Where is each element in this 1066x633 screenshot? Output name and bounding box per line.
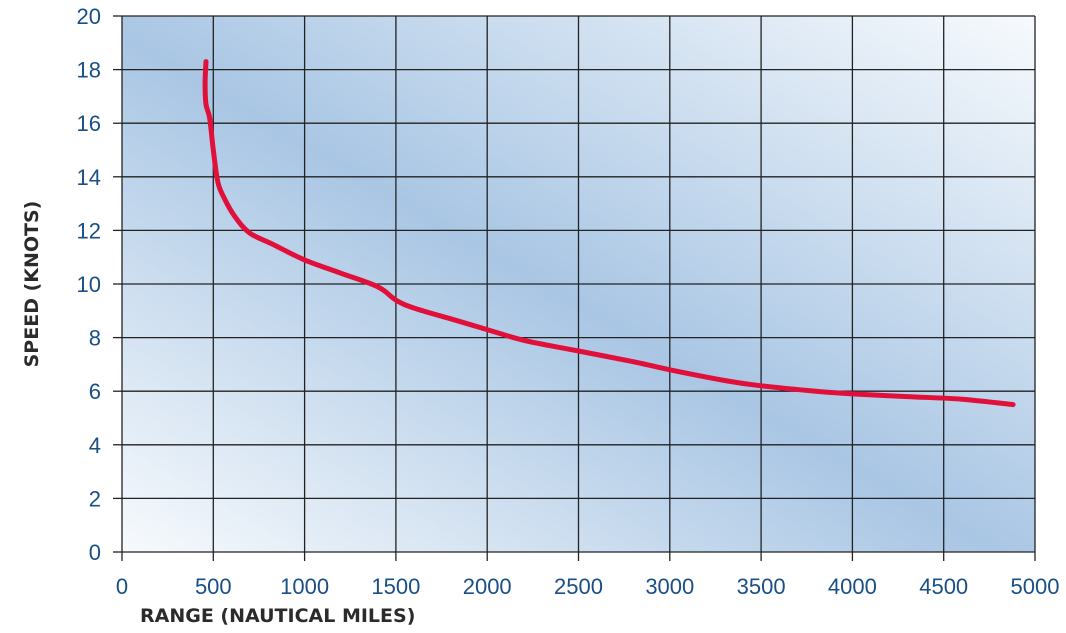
x-tick-label: 2500: [554, 574, 603, 599]
axis-ticks: [113, 15, 1036, 561]
y-tick-label: 6: [89, 379, 101, 404]
y-tick-label: 18: [77, 58, 101, 83]
x-tick-label: 1500: [371, 574, 420, 599]
grid-lines: [121, 15, 1036, 553]
x-axis-title: RANGE (NAUTICAL MILES): [140, 605, 415, 627]
y-tick-label: 12: [77, 218, 101, 243]
x-tick-label: 500: [195, 574, 232, 599]
x-tick-label: 3500: [737, 574, 786, 599]
y-tick-label: 10: [77, 272, 101, 297]
y-tick-label: 20: [77, 4, 101, 29]
y-tick-label: 0: [89, 540, 101, 565]
x-tick-label: 2000: [463, 574, 512, 599]
y-tick-label: 8: [89, 326, 101, 351]
x-tick-label: 4500: [919, 574, 968, 599]
series-group: [202, 59, 1016, 408]
y-axis-title: SPEED (KNOTS): [21, 201, 43, 368]
x-tick-label: 1000: [280, 574, 329, 599]
speed-range-line: [202, 59, 1016, 408]
x-tick-labels: 0 500 1000 1500 2000 2500 3000 3500 4000 4500 5000: [116, 574, 1060, 599]
x-tick-label: 5000: [1011, 574, 1060, 599]
y-tick-label: 4: [89, 433, 101, 458]
y-tick-label: 14: [77, 165, 101, 190]
x-tick-label: 3000: [645, 574, 694, 599]
y-tick-labels: 0 2 4 6 8 10 12 14 16 18 20: [77, 4, 101, 565]
y-tick-label: 16: [77, 111, 101, 136]
y-tick-label: 2: [89, 486, 101, 511]
x-tick-label: 0: [116, 574, 128, 599]
x-tick-label: 4000: [828, 574, 877, 599]
